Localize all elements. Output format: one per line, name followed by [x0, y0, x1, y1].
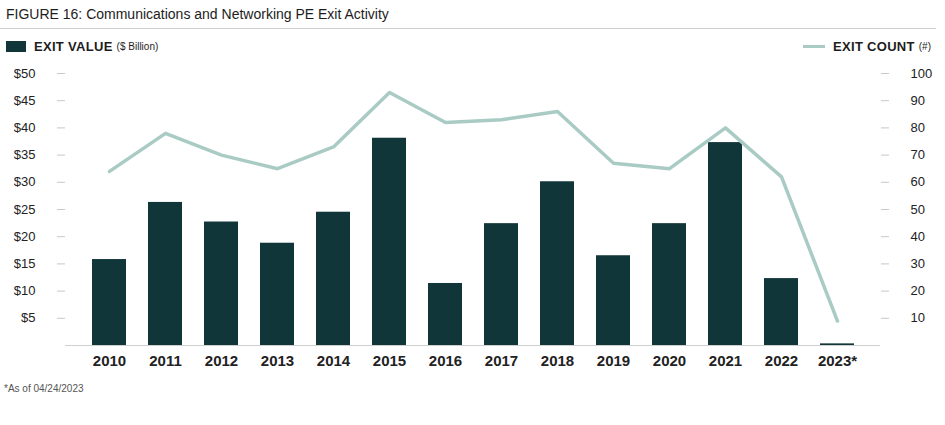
- svg-text:$15: $15: [14, 256, 36, 271]
- svg-text:2011: 2011: [149, 352, 182, 369]
- svg-text:$10: $10: [14, 283, 36, 298]
- svg-text:2015: 2015: [373, 352, 406, 369]
- svg-text:$25: $25: [14, 202, 36, 217]
- svg-text:40: 40: [911, 229, 925, 244]
- svg-text:$30: $30: [14, 174, 36, 189]
- html-text:EXIT VALUE ($ Billion): EXIT VALUE ($ Billion): [34, 39, 159, 54]
- svg-text:$50: $50: [14, 66, 36, 81]
- html-text:FIGURE 16: Communications and: FIGURE 16: Communications and Networking…: [6, 6, 389, 22]
- svg-text:60: 60: [911, 174, 925, 189]
- svg-text:2019: 2019: [597, 352, 630, 369]
- svg-text:$40: $40: [14, 120, 36, 135]
- svg-text:$45: $45: [14, 93, 36, 108]
- svg-text:2022: 2022: [765, 352, 798, 369]
- svg-text:2021: 2021: [709, 352, 742, 369]
- html-text:EXIT COUNT (#): EXIT COUNT (#): [833, 39, 931, 54]
- svg-text:30: 30: [911, 256, 925, 271]
- svg-text:90: 90: [911, 93, 925, 108]
- svg-text:2023*: 2023*: [818, 352, 857, 369]
- svg-text:10: 10: [911, 310, 925, 325]
- svg-text:50: 50: [911, 202, 925, 217]
- svg-text:2014: 2014: [317, 352, 351, 369]
- svg-text:$35: $35: [14, 147, 36, 162]
- html-text:*As of 04/24/2023: *As of 04/24/2023: [4, 383, 84, 394]
- svg-text:100: 100: [911, 66, 933, 81]
- svg-text:$20: $20: [14, 229, 36, 244]
- svg-text:70: 70: [911, 147, 925, 162]
- svg-text:2013: 2013: [261, 352, 294, 369]
- svg-text:2016: 2016: [429, 352, 462, 369]
- svg-text:80: 80: [911, 120, 925, 135]
- svg-text:2010: 2010: [93, 352, 126, 369]
- svg-text:2012: 2012: [205, 352, 238, 369]
- svg-text:2020: 2020: [653, 352, 686, 369]
- svg-text:20: 20: [911, 283, 925, 298]
- svg-text:$5: $5: [21, 310, 35, 325]
- svg-text:2018: 2018: [541, 352, 574, 369]
- svg-text:2017: 2017: [485, 352, 518, 369]
